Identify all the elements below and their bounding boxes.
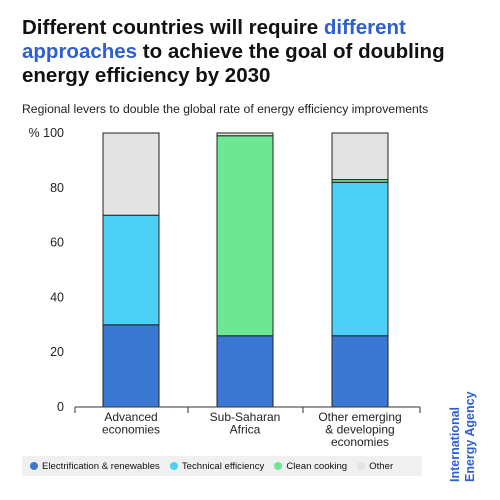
brand-line-2: Energy Agency — [463, 391, 477, 482]
bar-segment — [216, 135, 274, 337]
brand-line-1: International — [448, 407, 462, 482]
legend-swatch — [169, 462, 178, 470]
category-label: Other emerging & developing economies — [318, 410, 401, 449]
title-part-2: to achieve the goal of doubling energy e… — [22, 40, 445, 87]
bar-segment — [331, 181, 389, 337]
legend-label: Clean cooking — [286, 460, 348, 472]
title-part-1: Different countries will require — [22, 16, 324, 39]
y-tick-label: 60 — [50, 236, 64, 250]
legend-item: Technical efficiency — [169, 460, 265, 472]
title-accent: different approaches — [22, 16, 406, 63]
bar-segment — [102, 324, 160, 408]
bar-segment — [102, 214, 160, 326]
bar-segment — [216, 132, 274, 137]
y-tick-label: 80 — [50, 181, 64, 195]
y-tick-label: % 100 — [29, 126, 64, 140]
chart-title: Different countries will require differe… — [22, 16, 462, 88]
legend-label: Electrification & renewables — [42, 460, 160, 472]
bar-segment — [102, 132, 160, 216]
category-label: Advanced economies — [102, 410, 160, 437]
legend-swatch — [274, 462, 283, 470]
y-tick-label: 0 — [57, 400, 64, 414]
iea-logo: International Energy Agency — [448, 391, 477, 482]
legend-item: Electrification & renewables — [30, 461, 160, 472]
chart-legend: Electrification & renewables Technical ef… — [22, 456, 422, 476]
chart-subtitle: Regional levers to double the global rat… — [22, 102, 429, 116]
y-tick-label: 40 — [50, 290, 64, 304]
bar-segment — [331, 132, 389, 181]
bar-segment — [331, 335, 389, 408]
legend-swatch — [30, 462, 38, 470]
legend-label: Technical efficiency — [181, 460, 265, 472]
legend-item: Clean cooking — [274, 461, 347, 472]
legend-item: Other — [357, 461, 393, 472]
legend-label: Other — [369, 460, 394, 472]
legend-swatch — [357, 462, 366, 470]
y-tick-label: 20 — [50, 345, 64, 359]
category-label: Sub-Saharan Africa — [210, 410, 281, 437]
bar-segment — [216, 335, 274, 408]
